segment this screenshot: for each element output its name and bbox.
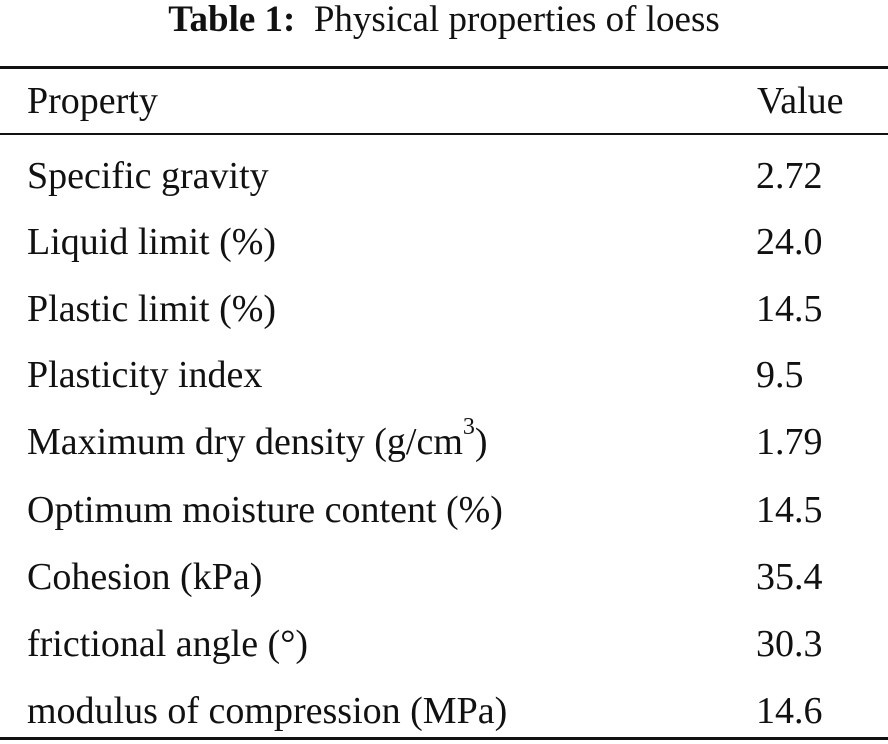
- property-cell: Plastic limit (%): [27, 288, 277, 330]
- property-text: Maximum dry density (g/cm: [27, 421, 463, 463]
- property-cell: Cohesion (kPa): [27, 556, 263, 598]
- caption-label: Table 1:: [168, 0, 296, 40]
- property-cell: modulus of compression (MPa): [27, 690, 508, 732]
- property-cell: Maximum dry density (g/cm3): [27, 409, 488, 475]
- table-row: Liquid limit (%) 24.0: [0, 209, 888, 275]
- table-row: Specific gravity 2.72: [0, 143, 888, 209]
- property-cell: frictional angle (°): [27, 623, 309, 665]
- table-row: Cohesion (kPa) 35.4: [0, 544, 888, 610]
- property-cell: Specific gravity: [27, 155, 269, 197]
- table-caption: Table 1: Physical properties of loess: [0, 0, 888, 48]
- property-text-close: ): [474, 421, 488, 463]
- value-cell: 30.3: [756, 623, 823, 665]
- table-header-rule: [0, 133, 888, 135]
- table-top-rule: [0, 66, 888, 69]
- table-header-row: Property Value: [0, 68, 888, 134]
- table-row: modulus of compression (MPa) 14.6: [0, 678, 888, 744]
- value-cell: 35.4: [756, 556, 823, 598]
- value-cell: 14.5: [756, 489, 823, 531]
- table-row: Plasticity index 9.5: [0, 342, 888, 408]
- superscript-3: 3: [462, 414, 475, 441]
- table-row: frictional angle (°) 30.3: [0, 611, 888, 677]
- value-cell: 1.79: [756, 421, 823, 463]
- value-cell: 14.6: [756, 690, 823, 732]
- header-property: Property: [27, 80, 158, 122]
- table-bottom-rule: [0, 737, 888, 740]
- header-value: Value: [757, 80, 844, 122]
- table-row: Maximum dry density (g/cm3) 1.79: [0, 409, 888, 475]
- property-cell: Liquid limit (%): [27, 221, 277, 263]
- value-cell: 24.0: [756, 221, 823, 263]
- table-row: Optimum moisture content (%) 14.5: [0, 477, 888, 543]
- table-row: Plastic limit (%) 14.5: [0, 276, 888, 342]
- value-cell: 9.5: [756, 354, 804, 396]
- value-cell: 2.72: [756, 155, 823, 197]
- caption-text: Physical properties of loess: [313, 0, 720, 40]
- property-cell: Plasticity index: [27, 354, 263, 396]
- property-cell: Optimum moisture content (%): [27, 489, 503, 531]
- value-cell: 14.5: [756, 288, 823, 330]
